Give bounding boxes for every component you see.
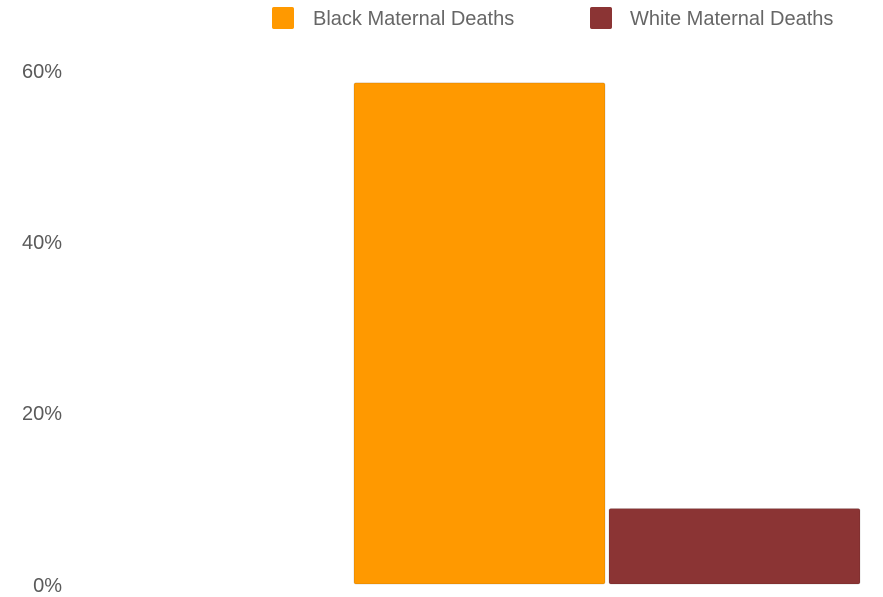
bar-black-maternal-deaths	[353, 82, 606, 585]
y-axis: 0% 20% 40% 60%	[22, 61, 62, 597]
y-tick-label: 60%	[22, 61, 62, 83]
legend-label-black-maternal-deaths: Black Maternal Deaths	[313, 8, 514, 30]
y-tick-label: 0%	[33, 575, 62, 597]
legend-swatch-black-maternal-deaths	[272, 7, 294, 29]
legend-swatch-white-maternal-deaths	[590, 7, 612, 29]
y-tick-label: 20%	[22, 403, 62, 425]
chart-legend: Black Maternal Deaths White Maternal Dea…	[272, 7, 833, 30]
legend-label-white-maternal-deaths: White Maternal Deaths	[630, 8, 833, 30]
bar-white-maternal-deaths	[608, 508, 861, 585]
bars	[353, 82, 861, 585]
y-tick-label: 40%	[22, 232, 62, 254]
